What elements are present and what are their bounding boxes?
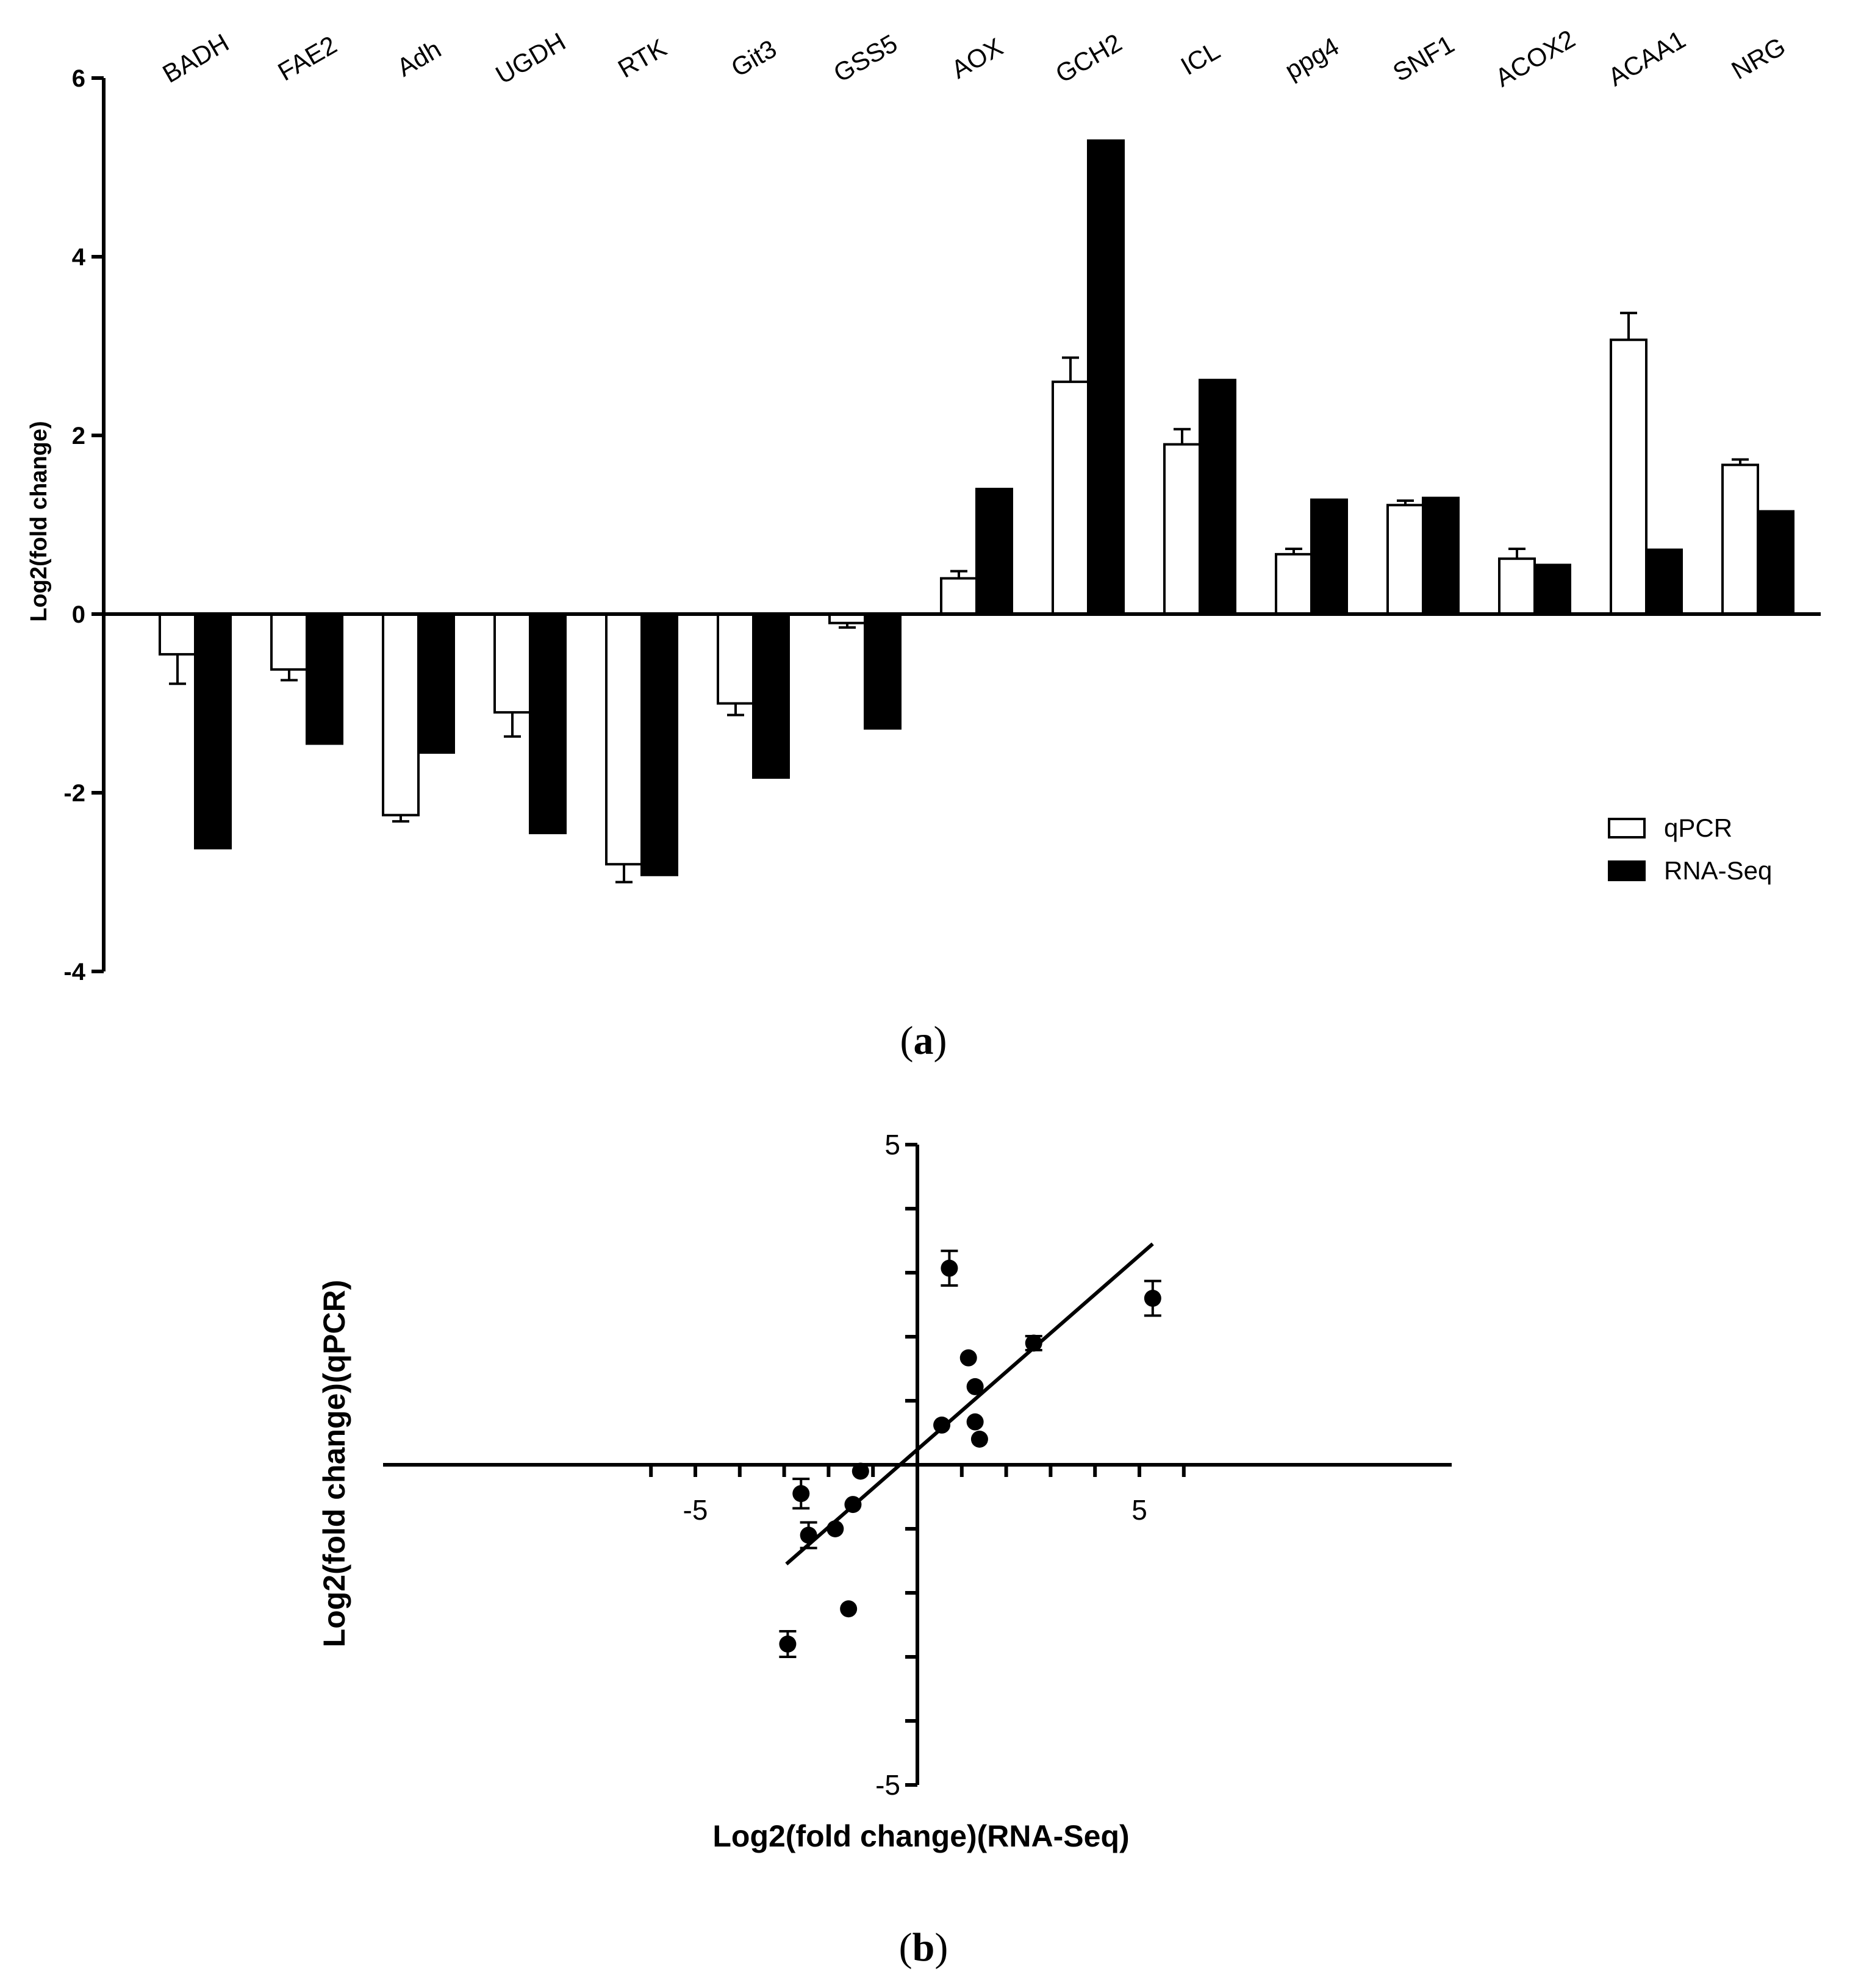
panel-b-letter: b (912, 1925, 935, 1970)
bar-rnaseq-badh (194, 613, 232, 849)
category-label-fae2: FAE2 (273, 30, 342, 86)
category-label-icl: ICL (1176, 36, 1225, 80)
panel-a-letter: a (914, 1018, 934, 1063)
y-tick-label: -2 (63, 780, 85, 807)
category-label-ppg4: ppg4 (1280, 32, 1344, 85)
data-point (970, 1431, 988, 1448)
data-point (941, 1259, 958, 1277)
bar-qpcr-nrg (1721, 463, 1759, 615)
category-label-snf1: SNF1 (1388, 29, 1459, 87)
bar-rnaseq-aox (975, 487, 1013, 616)
category-label-git3: Git3 (726, 34, 781, 82)
y-tick-label: 2 (72, 423, 85, 449)
bar-rnaseq-ugdh (529, 613, 567, 834)
category-label-ugdh: UGDH (490, 27, 570, 90)
category-label-badh: BADH (157, 28, 234, 88)
bar-rnaseq-adh (417, 613, 455, 754)
bar-rnaseq-acaa1 (1645, 548, 1683, 616)
category-label-aox: AOX (947, 32, 1008, 84)
y-tick-label: -5 (875, 1769, 900, 1801)
category-label-acox2: ACOX2 (1490, 24, 1580, 92)
y-tick-label: 4 (72, 244, 86, 271)
legend-swatch-qpcr (1608, 818, 1646, 838)
data-point (844, 1496, 862, 1514)
axes: -5 5 5 -5 (383, 1129, 1452, 1801)
legend: qPCR RNA-Seq (1608, 813, 1772, 885)
legend-label-rnaseq: RNA-Seq (1664, 856, 1772, 885)
x-axis-label: Log2(fold change)(RNA-Seq) (712, 1819, 1129, 1853)
category-label-gch2: GCH2 (1050, 28, 1127, 88)
category-label-rtk: RTK (613, 33, 672, 83)
panel-a-bar-chart: 6 4 2 0 -2 -4 BADH FAE2 Adh UGDH RTK Git3 GSS5 AOX GC… (26, 24, 1821, 1063)
data-point (840, 1600, 858, 1618)
data-point (966, 1413, 984, 1431)
category-label-gss5: GSS5 (828, 29, 902, 88)
y-tick-label: 5 (884, 1129, 900, 1160)
x-tick-label: -5 (683, 1494, 708, 1526)
bar-group (159, 139, 1794, 876)
bar-rnaseq-gch2 (1087, 139, 1125, 616)
bar-rnaseq-ppg4 (1310, 498, 1348, 615)
bar-qpcr-ppg4 (1275, 552, 1313, 615)
bar-rnaseq-git3 (752, 613, 790, 779)
legend-label-qpcr: qPCR (1664, 813, 1732, 842)
bar-qpcr-fae2 (270, 613, 308, 671)
bar-rnaseq-rtk (640, 613, 678, 876)
bar-qpcr-acaa1 (1610, 338, 1647, 615)
bar-rnaseq-snf1 (1422, 496, 1460, 615)
y-tick-label: 0 (72, 601, 85, 628)
legend-swatch-rnaseq (1608, 860, 1646, 881)
bar-rnaseq-nrg (1757, 510, 1794, 616)
data-point (826, 1520, 844, 1537)
category-labels: BADH FAE2 Adh UGDH RTK Git3 GSS5 AOX GCH2 ICL ppg4… (157, 24, 1790, 92)
data-point (779, 1636, 797, 1653)
category-label-acaa1: ACAA1 (1603, 25, 1690, 92)
y-axis-label: Log2(fold change) (26, 421, 52, 621)
bar-qpcr-git3 (717, 613, 755, 705)
axes: 6 4 2 0 -2 -4 (63, 65, 1821, 985)
error-bar-group (169, 312, 1749, 884)
category-label-nrg: NRG (1727, 32, 1790, 85)
data-point (933, 1416, 951, 1434)
data-point (959, 1349, 977, 1367)
data-point (852, 1462, 869, 1480)
bar-qpcr-gch2 (1052, 381, 1089, 615)
category-label-adh: Adh (392, 34, 446, 82)
bar-qpcr-adh (382, 613, 420, 817)
bar-qpcr-acox2 (1498, 557, 1536, 615)
bar-rnaseq-icl (1199, 379, 1236, 615)
x-tick-label: 5 (1131, 1494, 1147, 1526)
bar-qpcr-icl (1163, 443, 1201, 616)
bar-qpcr-rtk (605, 613, 643, 866)
fit-line (785, 1242, 1154, 1566)
panel-a-caption: (a) (900, 1018, 947, 1063)
panel-b-scatter: -5 5 5 -5 Log2(fold change)(RNA-Seq) Log2(f… (317, 1129, 1452, 1970)
regression-line (785, 1242, 1154, 1566)
y-tick-label: -4 (63, 959, 85, 985)
y-axis-label: Log2(fold change)(qPCR) (317, 1280, 351, 1648)
data-point (966, 1378, 984, 1395)
bar-qpcr-aox (940, 577, 978, 616)
bar-qpcr-ugdh (493, 613, 531, 714)
data-point (800, 1526, 817, 1544)
points (779, 1250, 1161, 1658)
y-tick-label: 6 (72, 65, 85, 92)
data-point (1144, 1290, 1161, 1307)
data-point (1025, 1334, 1042, 1352)
panel-b-caption: (b) (899, 1925, 948, 1970)
bar-qpcr-badh (159, 613, 196, 656)
bar-rnaseq-gss5 (864, 613, 902, 730)
data-point (792, 1485, 810, 1503)
bar-rnaseq-acox2 (1533, 563, 1571, 615)
bar-rnaseq-fae2 (306, 613, 343, 745)
bar-qpcr-snf1 (1386, 504, 1424, 616)
